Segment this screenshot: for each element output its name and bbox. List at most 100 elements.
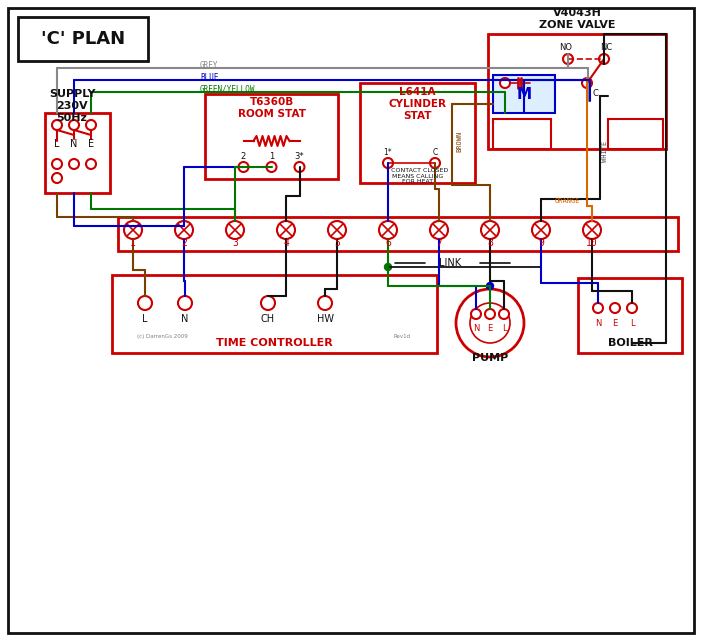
- Circle shape: [486, 283, 494, 290]
- Circle shape: [267, 162, 277, 172]
- Text: E: E: [88, 139, 94, 149]
- Text: CH: CH: [261, 314, 275, 324]
- Bar: [493, 75, 555, 113]
- Text: N: N: [595, 319, 601, 328]
- Circle shape: [86, 120, 96, 130]
- Text: 10: 10: [586, 238, 598, 248]
- Circle shape: [471, 309, 481, 319]
- Bar: [205, 94, 338, 179]
- Text: 9: 9: [538, 238, 544, 248]
- Text: C: C: [592, 88, 598, 97]
- Text: 4: 4: [283, 238, 289, 248]
- Text: * CONTACT CLOSED
MEANS CALLING
FOR HEAT: * CONTACT CLOSED MEANS CALLING FOR HEAT: [386, 168, 449, 185]
- Circle shape: [563, 54, 573, 64]
- Circle shape: [295, 162, 305, 172]
- Circle shape: [383, 158, 393, 168]
- Circle shape: [500, 78, 510, 88]
- Text: HW: HW: [317, 314, 333, 324]
- Text: NO: NO: [559, 42, 573, 51]
- Circle shape: [239, 162, 249, 172]
- Circle shape: [599, 54, 609, 64]
- Circle shape: [69, 159, 79, 169]
- Text: Rev1d: Rev1d: [393, 333, 410, 338]
- Text: (c) DarrenGs 2009: (c) DarrenGs 2009: [137, 333, 187, 338]
- Text: E: E: [487, 324, 493, 333]
- Text: 'C' PLAN: 'C' PLAN: [41, 30, 125, 48]
- Circle shape: [52, 120, 62, 130]
- Text: L: L: [502, 324, 506, 333]
- Text: N: N: [181, 314, 189, 324]
- Text: 5: 5: [334, 238, 340, 248]
- Text: 1*: 1*: [384, 147, 392, 156]
- Circle shape: [385, 263, 392, 271]
- Text: V4043H
ZONE VALVE: V4043H ZONE VALVE: [538, 8, 615, 29]
- Circle shape: [138, 296, 152, 310]
- Text: 1: 1: [130, 238, 136, 248]
- Text: BLUE: BLUE: [200, 72, 218, 81]
- Text: 3*: 3*: [295, 151, 304, 160]
- Bar: [488, 34, 666, 149]
- Circle shape: [318, 296, 332, 310]
- Text: 6: 6: [385, 238, 391, 248]
- Circle shape: [610, 303, 620, 313]
- Bar: [608, 119, 663, 149]
- Circle shape: [470, 303, 510, 343]
- Bar: [493, 119, 551, 149]
- Text: L: L: [143, 314, 147, 324]
- Circle shape: [627, 303, 637, 313]
- Text: 2: 2: [181, 238, 187, 248]
- Circle shape: [582, 78, 592, 88]
- Text: BOILER: BOILER: [607, 338, 652, 348]
- Text: 7: 7: [436, 238, 442, 248]
- Circle shape: [277, 221, 295, 239]
- Text: 8: 8: [487, 238, 493, 248]
- Bar: [18, 17, 148, 61]
- Circle shape: [593, 303, 603, 313]
- Circle shape: [430, 221, 448, 239]
- Text: PUMP: PUMP: [472, 353, 508, 363]
- Text: N: N: [473, 324, 479, 333]
- Circle shape: [52, 159, 62, 169]
- Text: SUPPLY
230V
50Hz: SUPPLY 230V 50Hz: [48, 89, 95, 122]
- Circle shape: [328, 221, 346, 239]
- Text: TIME CONTROLLER: TIME CONTROLLER: [216, 338, 333, 348]
- Text: 1: 1: [269, 151, 274, 160]
- Circle shape: [175, 221, 193, 239]
- Circle shape: [430, 158, 440, 168]
- Text: L641A
CYLINDER
STAT: L641A CYLINDER STAT: [388, 87, 446, 121]
- Circle shape: [124, 221, 142, 239]
- Circle shape: [178, 296, 192, 310]
- Circle shape: [52, 173, 62, 183]
- Circle shape: [69, 120, 79, 130]
- Circle shape: [261, 296, 275, 310]
- Bar: [578, 278, 682, 353]
- Text: LINK: LINK: [439, 258, 461, 268]
- Circle shape: [86, 159, 96, 169]
- Text: 2: 2: [241, 151, 246, 160]
- Text: GREY: GREY: [200, 60, 218, 69]
- Bar: [118, 217, 678, 251]
- Text: N: N: [70, 139, 78, 149]
- Text: L: L: [54, 139, 60, 149]
- Text: C: C: [432, 147, 437, 156]
- Text: E: E: [612, 319, 618, 328]
- Text: NC: NC: [600, 42, 612, 51]
- Text: WHITE: WHITE: [602, 140, 608, 162]
- Text: M: M: [517, 87, 531, 101]
- Text: GREEN/YELLOW: GREEN/YELLOW: [200, 85, 256, 94]
- Circle shape: [485, 309, 495, 319]
- Text: T6360B
ROOM STAT: T6360B ROOM STAT: [237, 97, 305, 119]
- Bar: [45, 113, 110, 193]
- Text: L: L: [630, 319, 635, 328]
- Circle shape: [379, 221, 397, 239]
- Circle shape: [532, 221, 550, 239]
- Circle shape: [226, 221, 244, 239]
- Text: BROWN: BROWN: [456, 130, 462, 152]
- Text: ORANGE: ORANGE: [555, 198, 581, 204]
- Circle shape: [583, 221, 601, 239]
- Text: 3: 3: [232, 238, 238, 248]
- Circle shape: [481, 221, 499, 239]
- Circle shape: [456, 289, 524, 357]
- Bar: [112, 275, 437, 353]
- Circle shape: [499, 309, 509, 319]
